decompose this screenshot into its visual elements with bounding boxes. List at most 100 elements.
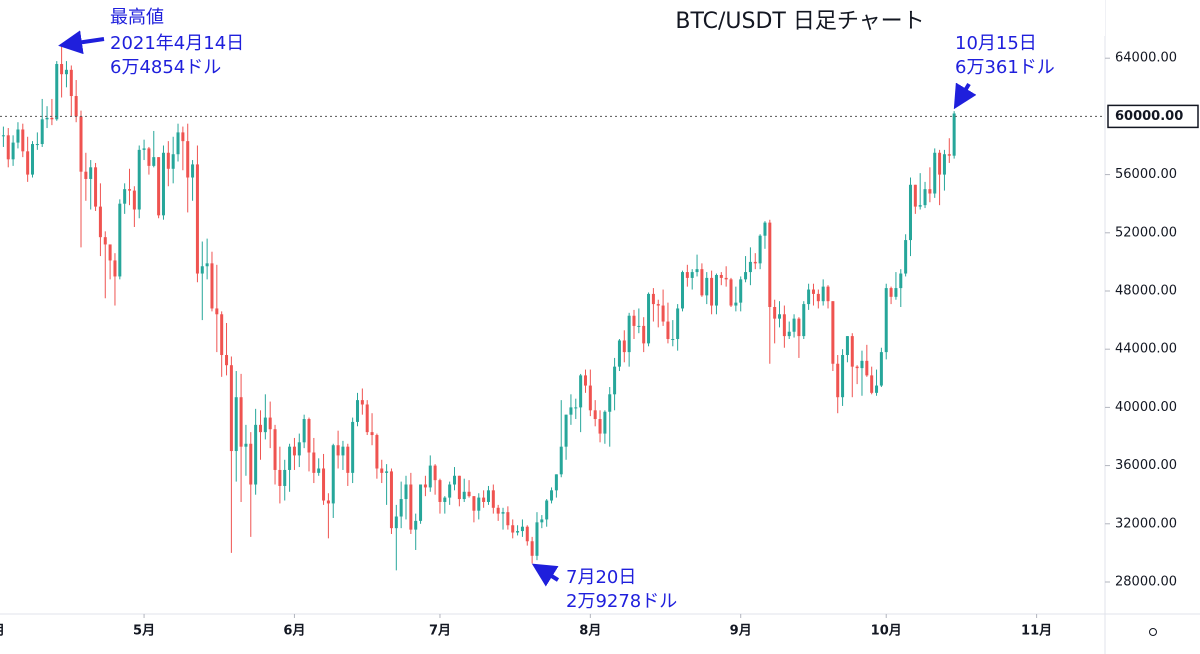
x-tick-label: 6月 xyxy=(283,624,305,639)
candle-body xyxy=(317,468,321,473)
candle-body xyxy=(496,507,500,514)
candle-body xyxy=(710,277,714,306)
candle-body xyxy=(60,64,64,75)
candle-body xyxy=(380,468,384,473)
annotation: 10月15日 xyxy=(955,33,1037,54)
candle-body xyxy=(453,475,457,485)
candle-body xyxy=(530,541,534,556)
candle-body xyxy=(210,263,214,309)
candle-body xyxy=(297,442,301,456)
candle-body xyxy=(918,205,922,207)
candle-body xyxy=(346,446,350,473)
x-tick-label: 11月 xyxy=(1021,624,1052,639)
candle-body xyxy=(30,144,35,175)
price-label-box xyxy=(1107,104,1199,129)
candle-body xyxy=(35,144,39,146)
candle-body xyxy=(739,279,743,303)
annotation: 最高値 xyxy=(110,7,164,28)
candle-body xyxy=(545,500,549,520)
candle-body xyxy=(748,261,752,273)
candle-body xyxy=(913,184,917,207)
candle-body xyxy=(559,446,563,475)
candle-body xyxy=(719,274,723,278)
candle-body xyxy=(501,512,505,514)
candle-body xyxy=(845,336,849,356)
candle-body xyxy=(336,445,340,456)
candle-body xyxy=(40,119,44,145)
candle-body xyxy=(884,288,888,353)
candle-body xyxy=(486,490,490,502)
candle-body xyxy=(11,142,15,160)
y-tick-label: 36000.00 xyxy=(1115,458,1177,473)
candle-body xyxy=(550,490,554,501)
candle-body xyxy=(627,315,631,353)
x-tick-label: 10月 xyxy=(871,624,902,639)
candle-body xyxy=(860,360,864,369)
candle-body xyxy=(360,400,364,405)
y-tick-label: 52000.00 xyxy=(1115,225,1177,240)
candle-body xyxy=(879,352,883,386)
settings-icon[interactable] xyxy=(1149,628,1157,636)
candle-body xyxy=(200,266,204,274)
candle-body xyxy=(268,417,272,430)
candle-body xyxy=(365,404,369,433)
candle-body xyxy=(680,272,685,309)
candle-body xyxy=(283,469,287,486)
candle-body xyxy=(802,304,806,337)
candle-body xyxy=(651,293,655,305)
candle-body xyxy=(312,452,316,473)
candle-body xyxy=(137,149,141,210)
candle-body xyxy=(467,491,471,497)
candle-body xyxy=(632,315,636,326)
candle-body xyxy=(579,375,583,408)
candle-body xyxy=(477,497,481,511)
candle-body xyxy=(642,325,646,344)
candle-body xyxy=(758,235,762,264)
candle-body xyxy=(205,263,209,267)
candle-body xyxy=(778,314,782,319)
candle-body xyxy=(695,269,699,273)
candle-body xyxy=(331,445,335,504)
candle-body xyxy=(899,273,903,289)
candle-body xyxy=(103,237,107,245)
y-tick-label: 56000.00 xyxy=(1115,167,1177,182)
candle-body xyxy=(89,167,93,179)
candle-body xyxy=(258,424,262,433)
candle-body xyxy=(637,325,641,327)
candle-body xyxy=(603,411,607,434)
candle-body xyxy=(933,152,937,194)
y-tick-label: 48000.00 xyxy=(1115,283,1177,298)
candle-body xyxy=(700,269,704,296)
annotation: 7月20日 xyxy=(566,567,636,588)
title-bg xyxy=(445,0,1105,36)
candle-body xyxy=(74,96,78,117)
candle-body xyxy=(244,443,248,447)
candle-body xyxy=(816,293,820,302)
candle-body xyxy=(419,484,423,521)
candle-body xyxy=(55,64,59,120)
candle-body xyxy=(215,308,219,315)
candle-body xyxy=(608,394,612,412)
candle-body xyxy=(195,164,199,274)
candle-body xyxy=(385,471,389,473)
arrow xyxy=(953,82,977,110)
candle-body xyxy=(108,244,112,261)
candle-body xyxy=(128,189,132,191)
candle-body xyxy=(564,414,568,447)
candle-body xyxy=(326,500,330,504)
candle-body xyxy=(448,484,452,498)
candle-body xyxy=(574,407,578,409)
candle-body xyxy=(811,289,815,294)
candle-body xyxy=(152,157,156,166)
candle-body xyxy=(98,206,102,238)
candle-body xyxy=(666,321,670,340)
candle-body xyxy=(6,135,10,160)
candle-body xyxy=(734,302,738,306)
candle-body xyxy=(355,400,360,422)
candle-body xyxy=(181,132,185,142)
candle-body xyxy=(908,184,912,241)
candle-body xyxy=(341,446,345,456)
candle-body xyxy=(865,360,869,376)
candle-body xyxy=(831,301,835,364)
